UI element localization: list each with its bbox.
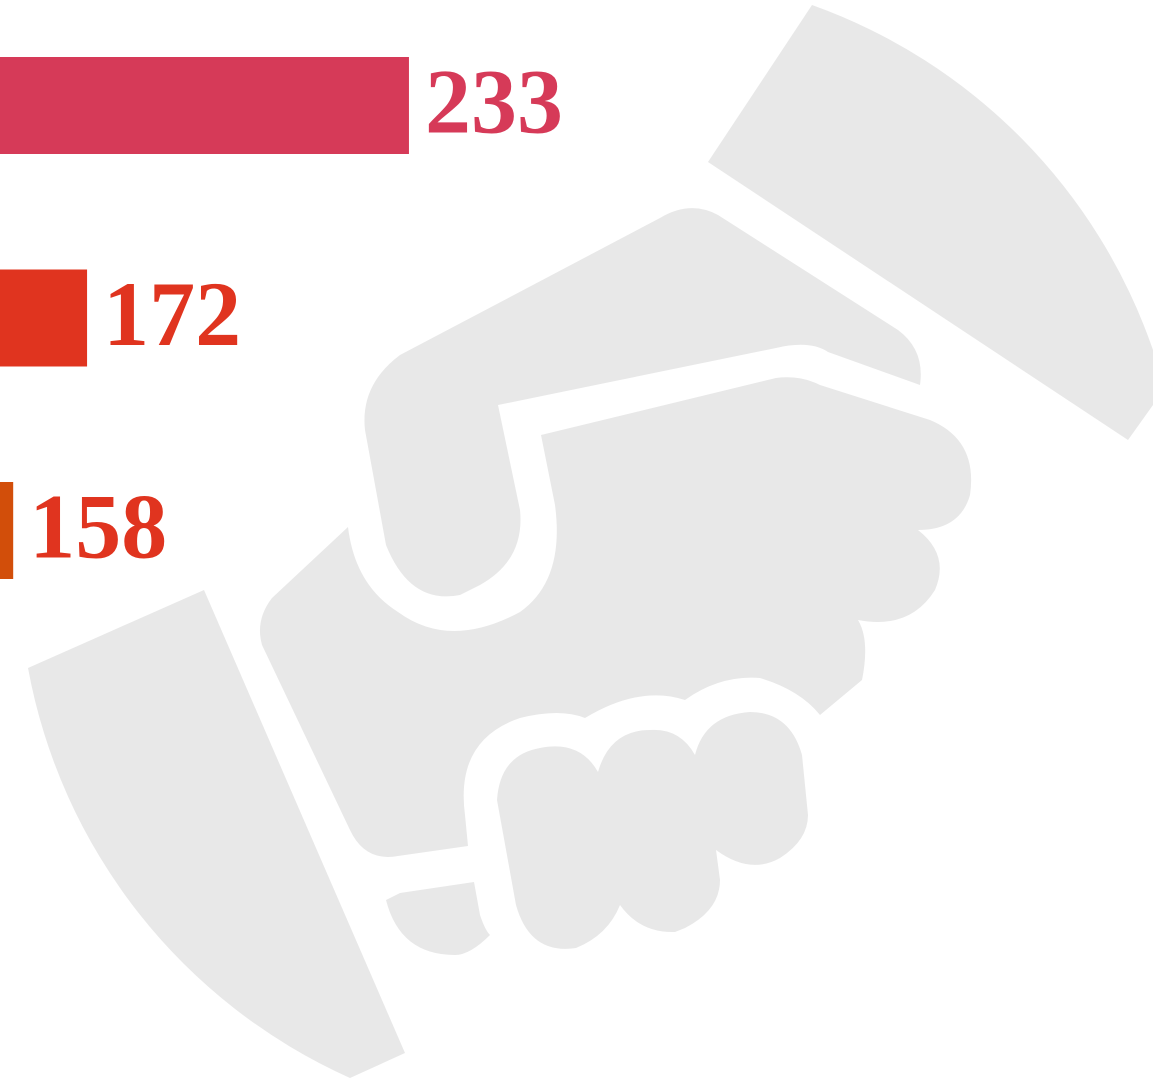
hand-shape: [386, 882, 490, 955]
value-label: 158: [29, 476, 167, 578]
bar: [0, 270, 87, 367]
bar: [0, 482, 13, 579]
handshake-icon: [28, 5, 1153, 1078]
value-label: 172: [103, 263, 241, 365]
page: 233172158 (() => { const data = JSON.par…: [0, 0, 1153, 1081]
bar: [0, 57, 409, 154]
chart: 233 172 158: [0, 0, 1153, 1081]
hand-shape: [497, 712, 808, 949]
value-label: 233: [425, 51, 563, 153]
ring-segment: [708, 5, 1153, 440]
